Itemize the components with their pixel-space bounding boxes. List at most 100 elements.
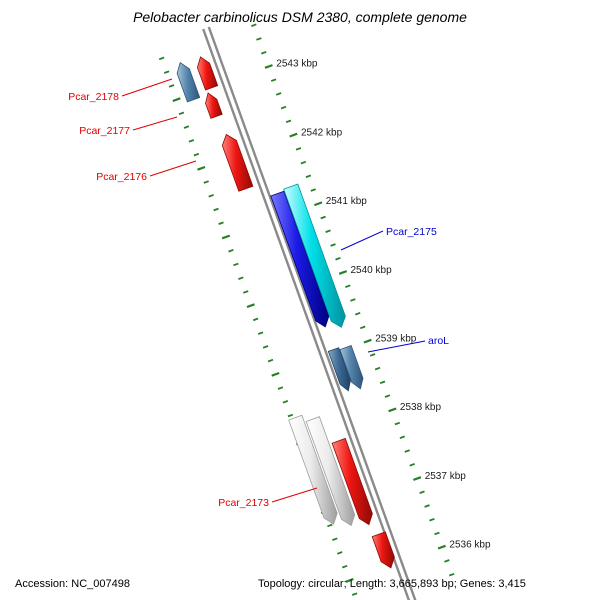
tick-mark bbox=[197, 165, 206, 171]
tick-mark bbox=[336, 551, 343, 555]
tick-mark bbox=[257, 331, 264, 335]
tick-mark bbox=[363, 338, 372, 344]
tick-mark bbox=[332, 537, 338, 541]
tick-mark bbox=[413, 476, 422, 481]
gene-arrow-Pcar_2175 bbox=[283, 183, 346, 328]
tick-mark bbox=[342, 564, 348, 569]
tick-mark bbox=[384, 394, 391, 398]
gene-label-Pcar_2177[interactable]: Pcar_2177 bbox=[79, 125, 130, 137]
tick-mark bbox=[251, 23, 257, 27]
backbone-line bbox=[207, 26, 417, 600]
tick-mark bbox=[300, 160, 307, 165]
gene-label-Pcar_2178[interactable]: Pcar_2178 bbox=[68, 91, 119, 103]
tick-mark bbox=[172, 97, 181, 103]
tick-mark bbox=[330, 243, 336, 247]
tick-mark bbox=[354, 311, 361, 316]
tick-label: 2539 kbp bbox=[375, 333, 417, 344]
tick-mark bbox=[394, 421, 401, 426]
tick-label: 2537 kbp bbox=[425, 471, 467, 482]
tick-mark bbox=[238, 276, 244, 280]
tick-mark bbox=[228, 248, 234, 253]
tick-mark bbox=[327, 523, 333, 528]
label-leader-line bbox=[271, 487, 318, 503]
label-leader-line bbox=[121, 78, 173, 97]
label-leader-line bbox=[132, 116, 178, 131]
tick-label: 2542 kbp bbox=[301, 127, 343, 138]
tick-mark bbox=[285, 119, 292, 124]
tick-label: 2538 kbp bbox=[400, 402, 442, 413]
tick-mark bbox=[449, 572, 455, 577]
tick-mark bbox=[246, 303, 255, 309]
tick-mark bbox=[369, 353, 376, 357]
tick-mark bbox=[345, 577, 354, 583]
gene-arrow-aroL bbox=[327, 347, 351, 392]
gene-arrow-aroL bbox=[339, 344, 364, 390]
tick-mark bbox=[399, 435, 406, 440]
gene-arrow-Pcar_2178 bbox=[196, 56, 219, 91]
tick-mark bbox=[262, 345, 269, 349]
tick-mark bbox=[183, 125, 190, 129]
tick-mark bbox=[178, 111, 185, 116]
tick-mark bbox=[252, 317, 259, 322]
tick-mark bbox=[260, 50, 267, 55]
gene-label-aroL[interactable]: aroL bbox=[428, 335, 449, 347]
tick-mark bbox=[203, 180, 209, 184]
gene-arrow bbox=[331, 437, 373, 526]
tick-mark bbox=[325, 229, 331, 233]
tick-mark bbox=[158, 56, 165, 61]
tick-labels: 2543 kbp 2542 kbp 2541 kbp 2540 kbp 2539 kbp… bbox=[276, 59, 491, 551]
tick-mark bbox=[295, 147, 302, 151]
tick-mark bbox=[434, 531, 440, 536]
genome-info-text: Topology: circular; Length: 3,665,893 bp… bbox=[258, 578, 526, 590]
gene-labels: Pcar_2178 Pcar_2177 Pcar_2176 Pcar_2175 aroL… bbox=[68, 91, 449, 509]
tick-mark bbox=[243, 290, 249, 294]
tick-mark bbox=[267, 358, 274, 363]
tick-label: 2543 kbp bbox=[276, 59, 318, 70]
tick-mark bbox=[305, 174, 312, 179]
tick-mark bbox=[359, 325, 366, 330]
gene-arrow-Pcar_2173 bbox=[305, 416, 356, 527]
gene-label-Pcar_2175[interactable]: Pcar_2175 bbox=[386, 226, 437, 238]
tick-mark bbox=[345, 284, 351, 288]
tick-mark bbox=[275, 92, 282, 96]
label-leader-line bbox=[340, 230, 384, 251]
tick-mark bbox=[379, 380, 386, 385]
label-leader-line bbox=[149, 160, 197, 177]
tick-mark bbox=[424, 504, 430, 508]
tick-mark bbox=[218, 221, 224, 225]
label-leader-line bbox=[367, 340, 426, 353]
gene-label-Pcar_2176[interactable]: Pcar_2176 bbox=[96, 171, 147, 183]
tick-label: 2536 kbp bbox=[449, 540, 491, 551]
tick-mark bbox=[419, 490, 425, 494]
tick-mark bbox=[338, 270, 348, 275]
tick-mark bbox=[280, 105, 287, 110]
tick-mark bbox=[404, 449, 410, 453]
tick-mark bbox=[320, 215, 326, 220]
tick-mark bbox=[163, 70, 170, 74]
tick-mark bbox=[188, 139, 195, 143]
genome-backbone bbox=[202, 26, 417, 600]
gene-arrow-Pcar_2178 bbox=[176, 61, 201, 103]
gene-label-Pcar_2173[interactable]: Pcar_2173 bbox=[218, 497, 269, 509]
tick-mark bbox=[168, 84, 175, 88]
tick-marks bbox=[158, 23, 455, 596]
tick-mark bbox=[233, 262, 239, 267]
accession-text: Accession: NC_007498 bbox=[15, 578, 130, 590]
map-title: Pelobacter carbinolicus DSM 2380, comple… bbox=[133, 9, 467, 25]
tick-mark bbox=[270, 78, 277, 82]
tick-mark bbox=[444, 559, 450, 563]
gene-arrow bbox=[371, 531, 395, 569]
gene-arrow-Pcar_2175 bbox=[270, 190, 330, 328]
tick-mark bbox=[374, 366, 381, 371]
tick-mark bbox=[213, 207, 219, 212]
tick-mark bbox=[351, 592, 358, 596]
label-leader-lines bbox=[121, 78, 426, 503]
tick-mark bbox=[437, 544, 446, 550]
tick-mark bbox=[264, 64, 273, 69]
tick-mark bbox=[271, 371, 280, 377]
tick-mark bbox=[314, 201, 323, 207]
gene-arrow-Pcar_2177 bbox=[205, 92, 223, 119]
tick-mark bbox=[193, 152, 200, 157]
tick-label: 2540 kbp bbox=[351, 265, 393, 276]
